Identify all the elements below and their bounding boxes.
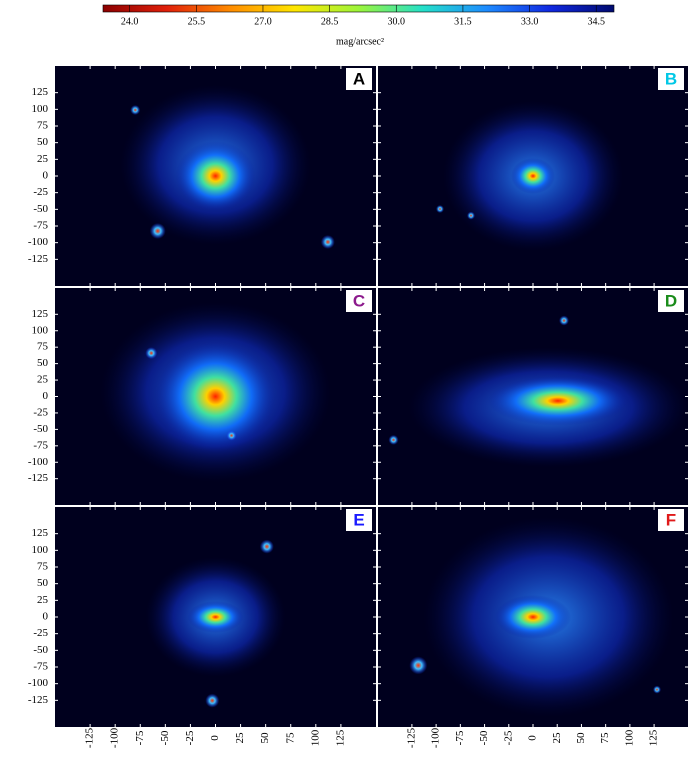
y-tick-label: -50 — [33, 644, 48, 656]
x-tick-label: -125 — [84, 727, 96, 748]
emission — [156, 342, 276, 452]
panel-label: B — [665, 69, 677, 88]
emission — [436, 205, 444, 213]
y-tick-label: 0 — [43, 390, 49, 402]
y-tick-label: -75 — [33, 220, 48, 232]
colorbar-tick-label: 34.5 — [587, 16, 605, 27]
y-tick-label: 50 — [37, 136, 49, 148]
emission — [409, 656, 427, 674]
colorbar-tick-label: 30.0 — [388, 16, 406, 27]
y-tick-label: 25 — [37, 153, 49, 165]
y-tick-label: -100 — [28, 236, 49, 248]
panel: B — [378, 66, 688, 286]
y-tick-label: 50 — [37, 577, 49, 589]
y-tick-label: -100 — [28, 456, 49, 468]
y-tick-label: 0 — [43, 170, 49, 182]
x-tick-label: 75 — [599, 732, 611, 744]
emission — [205, 694, 219, 708]
panel: E — [55, 507, 376, 727]
x-tick-label: -125 — [405, 727, 417, 748]
colorbar-bar — [103, 5, 614, 12]
panel-label: E — [353, 510, 364, 529]
x-tick-label: 100 — [623, 729, 635, 746]
x-tick-label: 50 — [259, 732, 271, 744]
x-tick-label: 125 — [334, 729, 346, 746]
x-tick-label: 0 — [527, 735, 539, 741]
y-tick-label: -100 — [28, 677, 49, 689]
y-tick-label: -125 — [28, 472, 49, 484]
x-tick-label: -25 — [184, 730, 196, 745]
emission — [653, 686, 661, 694]
y-tick-label: 100 — [32, 544, 49, 556]
emission — [227, 431, 237, 441]
emission — [389, 435, 399, 445]
emission — [130, 105, 140, 115]
x-tick-label: 25 — [551, 732, 563, 744]
panel: C — [55, 288, 376, 505]
colorbar-label: mag/arcsec² — [336, 36, 384, 47]
emission — [321, 235, 335, 249]
panel-label: D — [665, 291, 677, 310]
colorbar-tick-label: 24.0 — [121, 16, 139, 27]
y-tick-label: 50 — [37, 357, 49, 369]
x-tick-label: 100 — [309, 729, 321, 746]
panel-label: F — [666, 510, 676, 529]
emission — [145, 347, 157, 359]
x-tick-label: 75 — [284, 732, 296, 744]
x-tick-label: 125 — [648, 729, 660, 746]
y-tick-label: 75 — [37, 561, 49, 573]
y-tick-label: 0 — [43, 611, 49, 623]
x-tick-label: 25 — [234, 732, 246, 744]
y-tick-label: -75 — [33, 661, 48, 673]
emission — [150, 223, 166, 239]
y-tick-label: 25 — [37, 594, 49, 606]
emission — [260, 540, 274, 554]
y-tick-label: -25 — [33, 627, 48, 639]
x-tick-label: -100 — [430, 727, 442, 748]
panel: F — [378, 507, 688, 727]
y-tick-label: -75 — [33, 439, 48, 451]
colorbar: mag/arcsec² 24.0 25.5 27.0 28.5 30.0 31.5 33.0… — [103, 5, 614, 47]
panel-label: A — [353, 69, 365, 88]
y-tick-label: 100 — [32, 324, 49, 336]
x-tick-label: -75 — [454, 730, 466, 745]
emission — [488, 376, 628, 426]
emission — [176, 141, 256, 211]
y-tick-label: -125 — [28, 694, 49, 706]
panel: A — [55, 66, 376, 286]
y-tick-label: 125 — [32, 308, 49, 320]
x-tick-label: -50 — [159, 730, 171, 745]
colorbar-tick-label: 25.5 — [188, 16, 206, 27]
x-tick-label: -50 — [478, 730, 490, 745]
x-tick-label: -100 — [109, 727, 121, 748]
y-tick-label: 25 — [37, 374, 49, 386]
emission — [559, 316, 569, 326]
x-tick-label: 0 — [209, 735, 221, 741]
panel: D — [378, 288, 688, 505]
y-tick-label: 75 — [37, 120, 49, 132]
y-tick-label: 100 — [32, 103, 49, 115]
x-tick-label: -75 — [134, 730, 146, 745]
colorbar-tick-label: 28.5 — [321, 16, 339, 27]
y-tick-label: -25 — [33, 406, 48, 418]
x-tick-label: -25 — [502, 730, 514, 745]
x-tick-label: 50 — [575, 732, 587, 744]
y-tick-label: 125 — [32, 527, 49, 539]
panel-label: C — [353, 291, 365, 310]
y-tick-label: 125 — [32, 86, 49, 98]
emission — [188, 601, 244, 633]
emission — [511, 158, 555, 194]
colorbar-tick-label: 31.5 — [454, 16, 472, 27]
colorbar-tick-label: 27.0 — [254, 16, 272, 27]
y-tick-label: -25 — [33, 186, 48, 198]
colorbar-tick-label: 33.0 — [521, 16, 539, 27]
y-tick-label: -50 — [33, 423, 48, 435]
y-tick-label: -50 — [33, 203, 48, 215]
y-tick-label: -125 — [28, 253, 49, 265]
emission — [495, 595, 571, 639]
y-tick-label: 75 — [37, 341, 49, 353]
emission — [467, 212, 475, 220]
